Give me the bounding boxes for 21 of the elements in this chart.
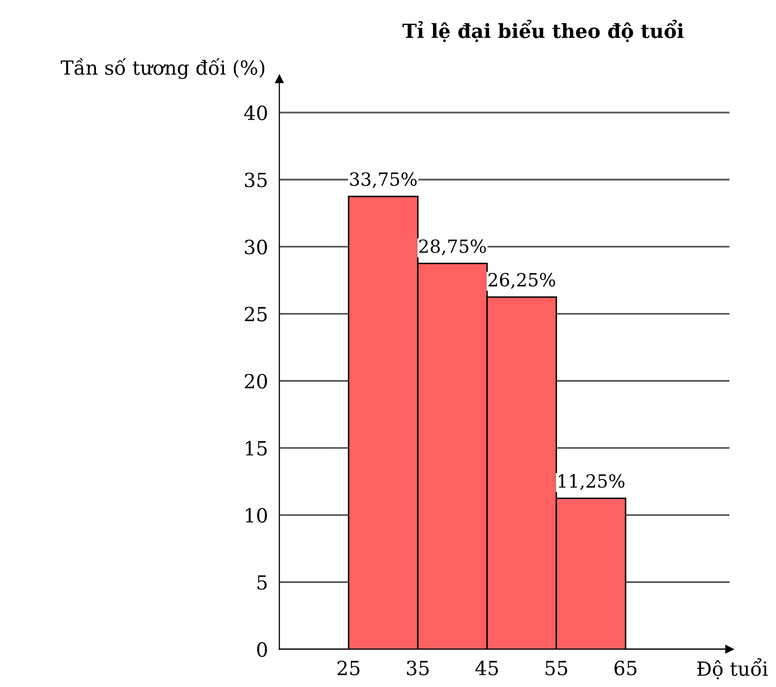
x-tick-label: 55	[546, 660, 568, 676]
y-tick-label: 10	[246, 508, 267, 523]
chart-title: Tỉ lệ đại biểu theo độ tuổi	[402, 20, 684, 42]
y-tick-label: 20	[244, 374, 267, 389]
x-tick-label: 25	[338, 660, 360, 676]
y-tick-label: 15	[246, 440, 267, 456]
y-tick-label: 35	[244, 172, 267, 188]
data-label: 33,75%	[350, 172, 417, 188]
x-axis-title: Độ tuổi	[697, 658, 768, 680]
data-label: 28,75%	[419, 239, 486, 256]
y-tick-label: 25	[244, 306, 267, 322]
y-tick-label: 5	[258, 575, 267, 590]
x-tick-label: 35	[406, 660, 429, 676]
y-axis-title: Tần số tương đối (%)	[60, 58, 264, 80]
data-label: 11,25%	[558, 474, 624, 490]
y-tick-label: 30	[244, 240, 267, 254]
data-label: 26,25%	[488, 272, 556, 289]
x-tick-label: 45	[475, 660, 498, 676]
y-tick-label: 40	[244, 106, 267, 120]
x-tick-label: 65	[614, 660, 636, 676]
y-tick-label: 0	[257, 642, 267, 657]
